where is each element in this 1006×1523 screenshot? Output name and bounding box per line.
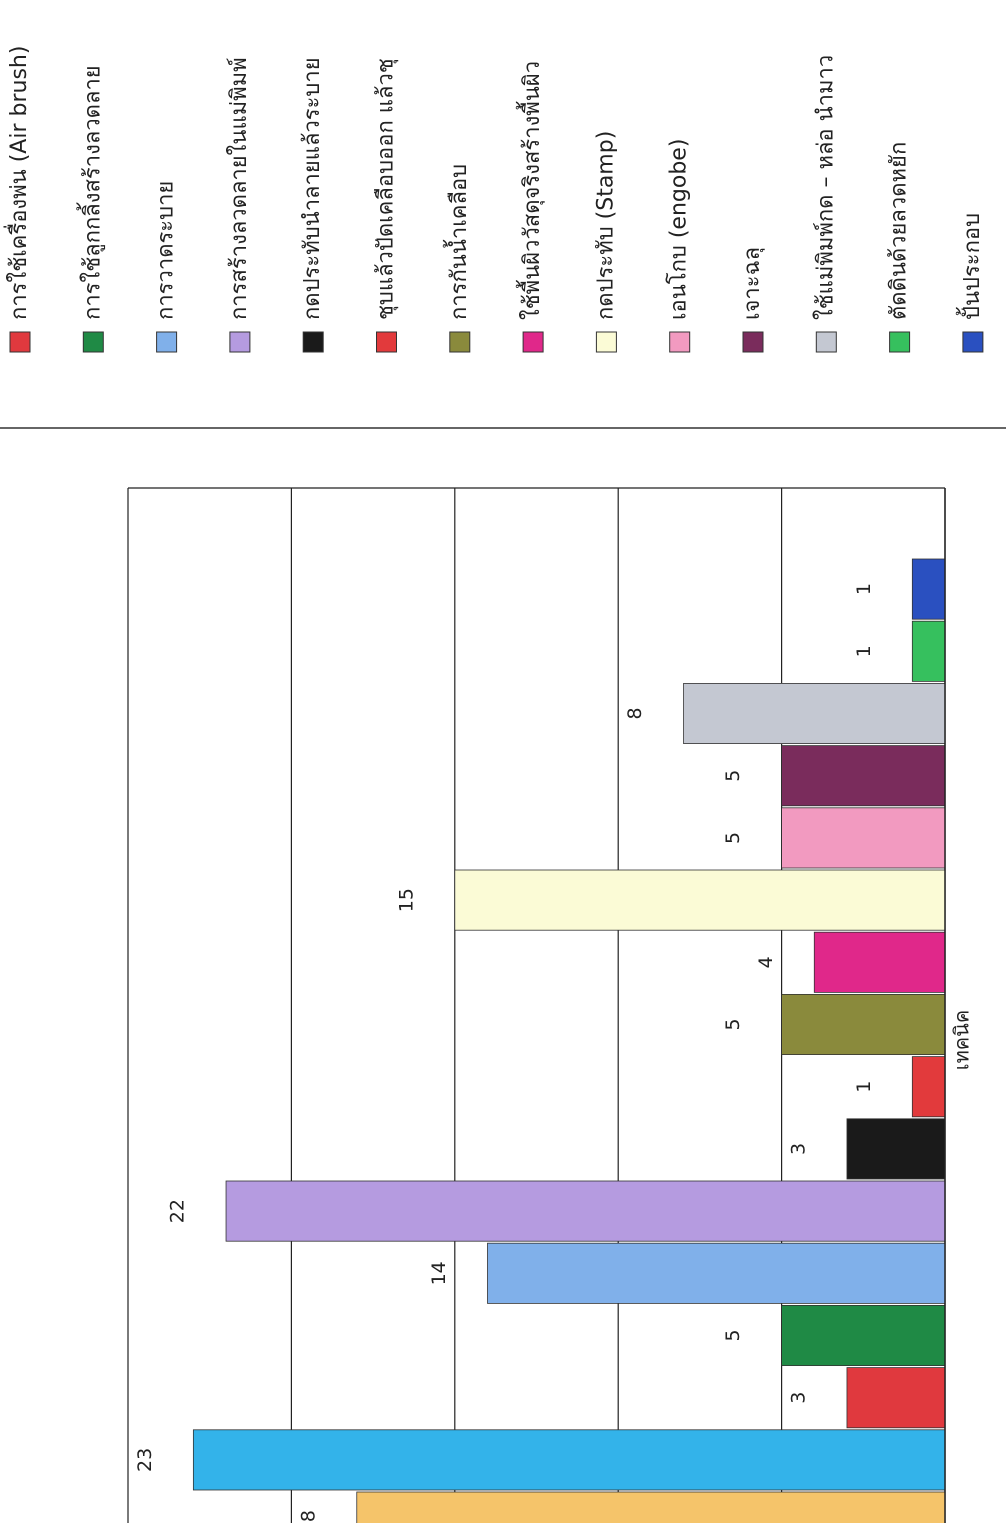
bar (225, 1180, 946, 1242)
legend-label: การกันน้ำเคลือบ (443, 164, 472, 320)
bar (781, 807, 946, 869)
legend-swatch (9, 331, 31, 353)
legend-label: ใช้พื้นผิววัสดุจริงสร้างพื้นผิว (516, 61, 545, 320)
value-label: 3 (787, 1143, 809, 1155)
bar (781, 745, 946, 807)
bar (911, 558, 946, 620)
value-label: 1 (853, 1081, 875, 1093)
value-label: 4 (755, 956, 777, 968)
legend-label: กดประทับนำลายแล้วระบาย (300, 57, 325, 320)
bar (781, 994, 946, 1056)
legend-swatch (815, 331, 837, 353)
bar (846, 1118, 946, 1180)
value-label: 1 (853, 645, 875, 657)
value-label: 1 (853, 583, 875, 595)
value-label: 3 (787, 1392, 809, 1404)
bar (846, 1367, 946, 1429)
legend-label: การใช้เครื่องพ่น (Air brush) (3, 46, 32, 320)
value-label: 5 (722, 832, 744, 844)
legend-swatch (595, 331, 617, 353)
bar (911, 1056, 946, 1118)
legend-swatch (376, 331, 397, 353)
legend-label: การวาดระบาย (154, 181, 179, 320)
legend-swatch (522, 331, 544, 353)
bar (487, 1242, 946, 1304)
legend-swatch (82, 331, 104, 353)
value-label: 8 (624, 707, 646, 719)
legend-label: ชุบแล้วปัดเคลือบออก แล้วชุ (374, 58, 399, 320)
bar (454, 869, 946, 931)
legend-label: เอนโกบ (engobe) (666, 139, 692, 320)
value-label: 14 (428, 1261, 450, 1285)
value-label: 15 (395, 888, 417, 912)
legend-label: ตัดดินด้วยลวดหยัก (887, 142, 912, 320)
legend-swatch (669, 331, 691, 353)
value-label: 5 (722, 770, 744, 782)
legend-swatch (156, 331, 178, 353)
bar (192, 1429, 946, 1491)
legend-label: ปั้นประกอบ (956, 213, 985, 320)
value-label: 23 (134, 1448, 156, 1472)
value-label: 18 (297, 1510, 319, 1523)
bar (911, 620, 946, 682)
legend-label: กดประทับ (Stamp) (593, 131, 618, 320)
legend-swatch (889, 331, 911, 353)
legend-swatch (229, 331, 251, 353)
legend-label: เจาะฉลุ (740, 247, 765, 320)
bar (683, 683, 946, 745)
bar (356, 1491, 946, 1523)
legend-label: การสร้างลวดลายในแม่พิมพ์ (226, 57, 252, 320)
bar (781, 1305, 946, 1367)
legend-swatch (742, 331, 764, 353)
value-label: 22 (167, 1199, 189, 1223)
legend-swatch (302, 331, 324, 353)
axis-label: เทคนิค (950, 1010, 974, 1070)
value-label: 5 (722, 1329, 744, 1341)
bar (813, 931, 946, 993)
legend-label: ใช้แม่พิมพ์กด – หล่อ นำมาว (812, 55, 838, 320)
legend-swatch (962, 331, 984, 353)
value-label: 5 (722, 1018, 744, 1030)
legend-swatch (449, 331, 471, 353)
legend-label: การใช้ลูกกลิ้งสร้างลวดลาย (76, 65, 105, 320)
